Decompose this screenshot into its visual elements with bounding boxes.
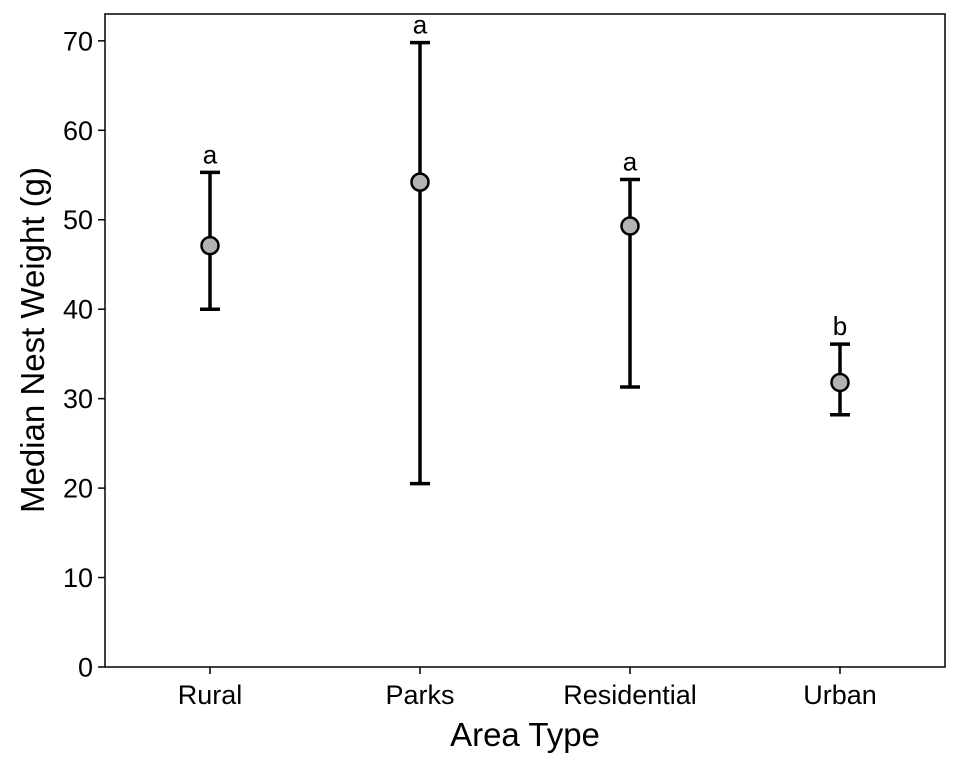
y-tick-label: 20 xyxy=(63,474,93,504)
significance-letter: a xyxy=(203,139,218,169)
plot-panel xyxy=(104,13,946,668)
y-axis-title: Median Nest Weight (g) xyxy=(14,167,51,513)
x-tick-label: Urban xyxy=(803,680,877,710)
significance-letter: a xyxy=(623,146,638,176)
data-point xyxy=(830,372,850,393)
y-tick-label: 40 xyxy=(63,295,93,325)
x-axis-title: Area Type xyxy=(450,716,600,753)
significance-letter: a xyxy=(413,10,428,40)
x-tick-label: Residential xyxy=(563,680,697,710)
error-bar-group: a xyxy=(200,139,220,311)
y-tick-label: 0 xyxy=(78,653,93,683)
x-axis: Rural Parks Residential Urban xyxy=(178,667,877,710)
x-tick-label: Rural xyxy=(178,680,243,710)
y-tick-label: 30 xyxy=(63,384,93,414)
y-axis: 0 10 20 30 40 50 60 70 xyxy=(63,26,105,683)
error-bar-group: a xyxy=(410,10,430,486)
y-tick-label: 10 xyxy=(63,563,93,593)
data-point xyxy=(200,235,220,256)
y-tick-label: 50 xyxy=(63,205,93,235)
data-point xyxy=(620,216,640,236)
significance-letter: b xyxy=(833,311,847,341)
x-tick-label: Parks xyxy=(385,680,454,710)
error-bar-group: a xyxy=(620,146,640,389)
data-point xyxy=(410,172,430,192)
y-tick-label: 70 xyxy=(63,26,93,56)
data-marks: a a a b xyxy=(200,10,850,486)
error-bar-group: b xyxy=(830,311,850,417)
y-tick-label: 60 xyxy=(63,116,93,146)
